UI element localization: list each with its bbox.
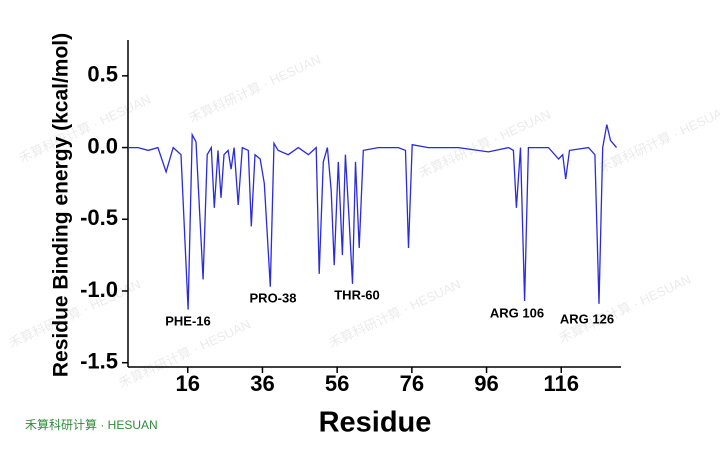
annotation: ARG 126 (560, 311, 614, 326)
y-tick-label: -1.5 (80, 349, 118, 374)
y-tick-label: 0.0 (87, 133, 118, 158)
data-line (128, 124, 617, 310)
watermark: 禾算科研计算 · HESUAN (186, 51, 323, 125)
annotation: THR-60 (334, 287, 380, 302)
y-axis-label: Residue Binding energy (kcal/mol) (50, 33, 73, 377)
annotation: PRO-38 (250, 290, 297, 305)
x-tick-label: 76 (400, 371, 424, 396)
x-tick-label: 56 (325, 371, 349, 396)
annotation: PHE-16 (165, 313, 211, 328)
x-tick-label: 96 (474, 371, 498, 396)
watermark: 禾算科研计算 · HESUAN (556, 271, 693, 345)
y-tick-label: -0.5 (80, 205, 118, 230)
watermark: 禾算科研计算 · HESUAN (596, 101, 720, 175)
x-tick-label: 116 (543, 371, 579, 396)
x-tick-label: 36 (250, 371, 274, 396)
x-tick-label: 16 (176, 371, 200, 396)
x-axis-label: Residue (319, 407, 432, 439)
watermark: 禾算科研计算 · HESUAN (416, 106, 553, 180)
annotation: ARG 106 (490, 305, 544, 320)
y-tick-label: -1.0 (80, 277, 118, 302)
watermark: 禾算科研计算 · HESUAN (16, 91, 153, 165)
brand-label: 禾算科研计算 · HESUAN (25, 417, 158, 432)
y-tick-label: 0.5 (87, 62, 118, 87)
watermark: 禾算科研计算 · HESUAN (6, 276, 143, 350)
